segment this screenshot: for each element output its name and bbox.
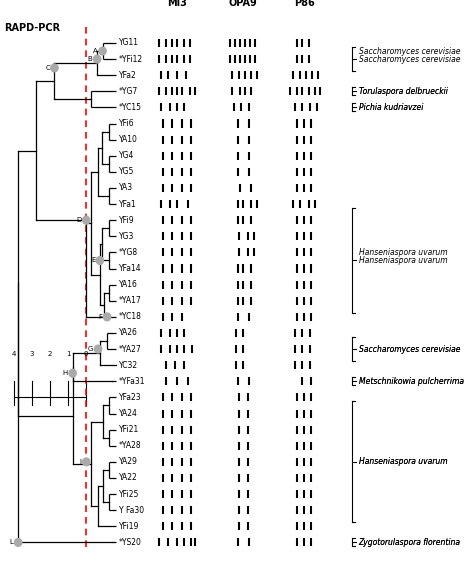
Text: YFa14: YFa14 [119,264,142,273]
Text: Pichia kudriavzei: Pichia kudriavzei [358,103,423,112]
Text: Hanseniaspora uvarum: Hanseniaspora uvarum [358,256,447,265]
Text: *YG7: *YG7 [119,87,138,96]
Text: E: E [91,257,95,263]
Circle shape [51,64,58,72]
Text: Zygotorulaspora florentina: Zygotorulaspora florentina [358,538,461,547]
Text: *YC15: *YC15 [119,103,142,112]
Text: C: C [45,65,50,71]
Text: *YA27: *YA27 [119,345,142,354]
Text: *YFi12: *YFi12 [119,55,143,63]
Text: Pichia kudriavzei: Pichia kudriavzei [358,103,423,112]
Text: YA26: YA26 [119,328,138,338]
Text: RAPD-PCR: RAPD-PCR [5,23,61,34]
Text: Saccharomyces cerevisiae: Saccharomyces cerevisiae [358,46,460,56]
Text: YFi9: YFi9 [119,216,135,225]
Circle shape [15,539,22,546]
Text: YG11: YG11 [119,38,139,48]
Text: YA22: YA22 [119,474,137,482]
Text: YA3: YA3 [119,184,133,192]
Text: D: D [76,217,82,223]
Text: Saccharomyces cerevisiae: Saccharomyces cerevisiae [358,345,460,354]
Text: 0: 0 [84,351,89,357]
Text: *YA28: *YA28 [119,441,142,450]
Text: YA10: YA10 [119,135,138,144]
Text: YFi6: YFi6 [119,119,135,128]
Text: YFa2: YFa2 [119,71,137,80]
Text: P86: P86 [294,0,314,8]
Text: Zygotorulaspora florentina: Zygotorulaspora florentina [358,538,461,547]
Text: YA16: YA16 [119,280,138,289]
Text: Hanseniaspora uvarum: Hanseniaspora uvarum [358,457,447,467]
Text: F: F [99,314,102,320]
Text: 2: 2 [48,351,52,357]
Text: A: A [93,48,98,54]
Text: Hanseniaspora uvarum: Hanseniaspora uvarum [358,457,447,467]
Text: B: B [88,56,92,62]
Text: Metschnikowia pulcherrima: Metschnikowia pulcherrima [358,377,464,386]
Text: YG4: YG4 [119,151,134,160]
Text: L: L [10,539,14,546]
Text: YFa1: YFa1 [119,200,137,209]
Text: Saccharomyces cerevisiae: Saccharomyces cerevisiae [358,345,460,354]
Circle shape [96,257,103,264]
Text: *YG8: *YG8 [119,248,138,257]
Text: Hanseniaspora uvarum: Hanseniaspora uvarum [358,248,447,257]
Text: Saccharomyces cerevisiae: Saccharomyces cerevisiae [358,55,460,63]
Text: *YFa31: *YFa31 [119,377,146,386]
Text: YFa23: YFa23 [119,393,142,402]
Text: YG3: YG3 [119,232,134,241]
Text: *YC18: *YC18 [119,313,142,321]
Text: YFi25: YFi25 [119,490,139,498]
Text: YFi19: YFi19 [119,522,139,531]
Text: Torulaspora delbrueckii: Torulaspora delbrueckii [358,87,447,96]
Text: *YS20: *YS20 [119,538,142,547]
Text: YA24: YA24 [119,409,138,418]
Text: H: H [63,370,68,376]
Text: 3: 3 [29,351,34,357]
Text: Torulaspora delbrueckii: Torulaspora delbrueckii [358,87,447,96]
Circle shape [99,47,106,55]
Circle shape [82,216,90,224]
Text: 1: 1 [66,351,70,357]
Circle shape [93,55,101,63]
Text: G: G [88,346,93,352]
Text: 4: 4 [11,351,16,357]
Text: Mi3: Mi3 [167,0,187,8]
Circle shape [82,458,90,466]
Text: *YA17: *YA17 [119,296,142,305]
Text: Metschnikowia pulcherrima: Metschnikowia pulcherrima [358,377,464,386]
Text: OPA9: OPA9 [229,0,258,8]
Circle shape [69,370,76,377]
Text: Y Fa30: Y Fa30 [119,505,144,515]
Text: YC32: YC32 [119,361,138,370]
Text: YA29: YA29 [119,457,138,467]
Circle shape [103,313,111,321]
Text: I: I [80,459,82,465]
Circle shape [94,345,101,353]
Text: YG5: YG5 [119,167,134,177]
Text: YFi21: YFi21 [119,425,139,434]
